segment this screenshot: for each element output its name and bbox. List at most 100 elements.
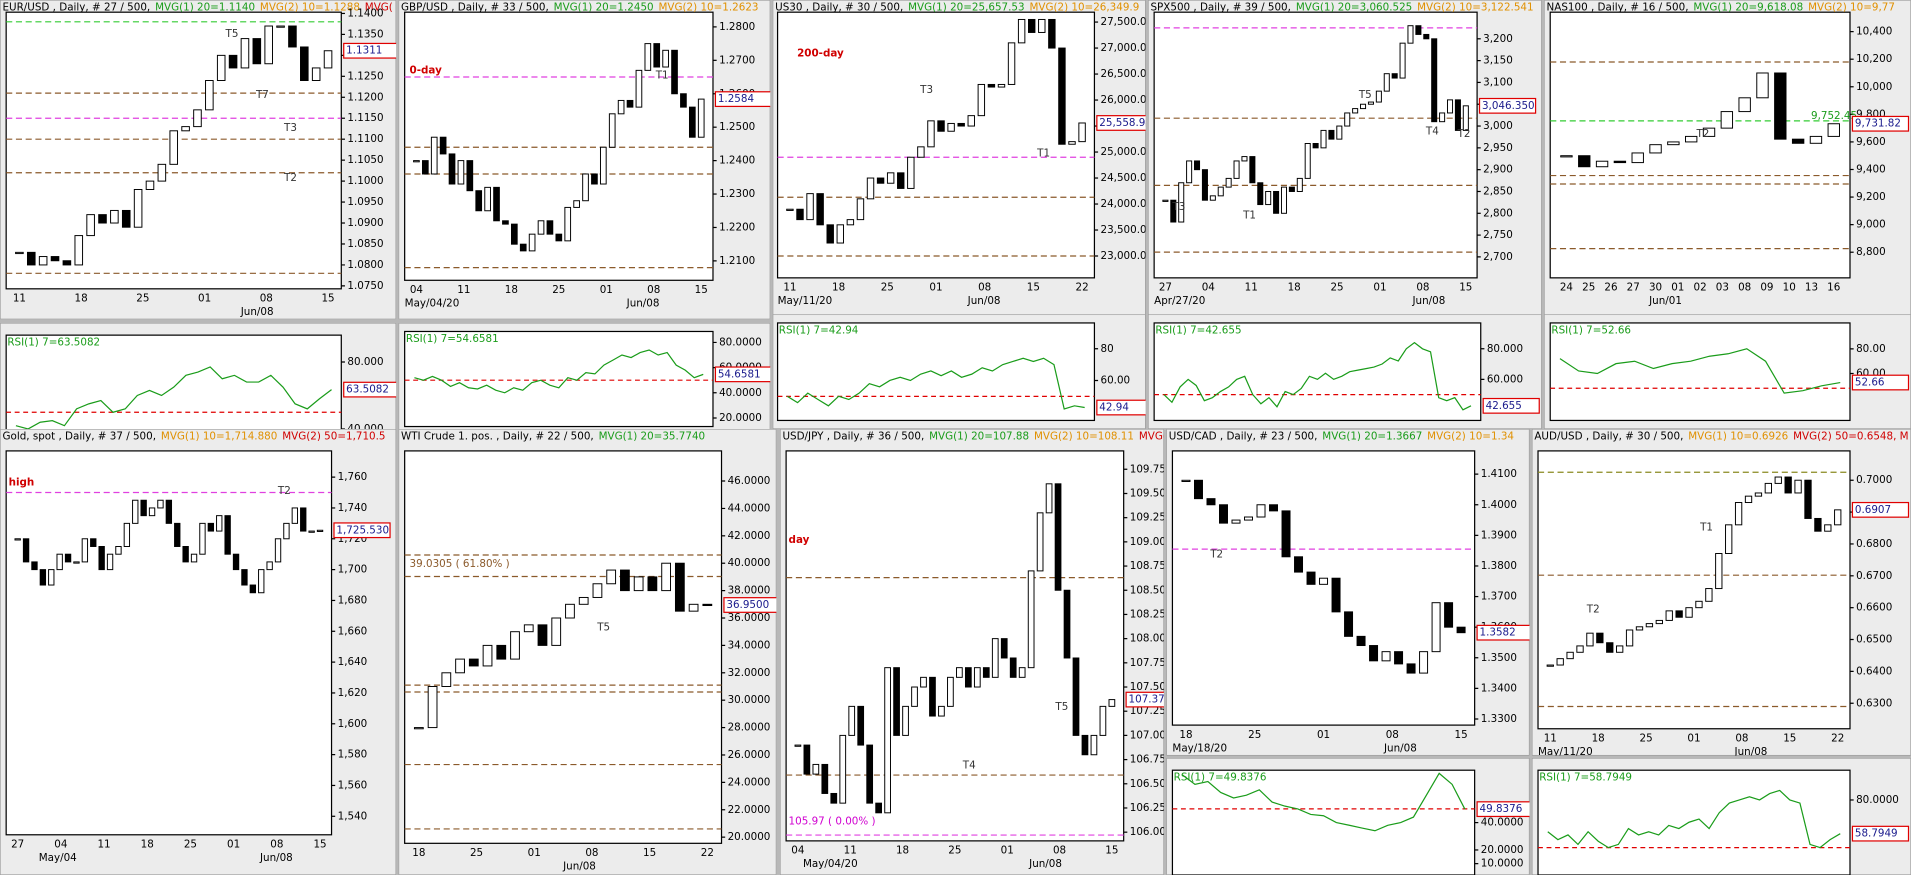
- candle: [1225, 177, 1232, 188]
- y-tick-label: 22.0000: [728, 804, 771, 816]
- candle: [216, 54, 226, 81]
- candle: [937, 120, 945, 132]
- y-tick-label: 1,580: [338, 749, 368, 761]
- y-tick-label: 24,500.00: [1101, 172, 1154, 184]
- price-box: [714, 91, 771, 108]
- annotation: T2: [283, 172, 297, 184]
- annotation: day: [789, 534, 810, 546]
- candle: [1764, 482, 1773, 494]
- candle: [1063, 589, 1071, 659]
- candle: [249, 584, 257, 594]
- candle: [110, 209, 119, 224]
- price-label: 49.8376: [1480, 803, 1523, 815]
- candle: [252, 38, 262, 65]
- candle: [599, 146, 607, 185]
- x-tick-label: 11: [1245, 282, 1258, 294]
- plot-area: [404, 330, 714, 428]
- y-tick-label: 0.6500: [1856, 634, 1892, 646]
- plot-area: [1171, 769, 1476, 875]
- y-tick-label: 1,760: [338, 471, 368, 483]
- rsi-line: [1163, 341, 1472, 411]
- candle: [22, 538, 30, 563]
- date-caption: Jun/08: [1411, 295, 1445, 307]
- candle: [1827, 123, 1840, 137]
- candle: [1306, 571, 1316, 585]
- rsi-header: RSI(1) 7=52.66: [1551, 324, 1631, 336]
- candle: [702, 603, 713, 607]
- annotation: T2: [1457, 128, 1471, 140]
- x-tick-label: 15: [313, 839, 326, 851]
- candle: [1399, 42, 1406, 79]
- candle: [1336, 125, 1343, 140]
- chart-header: MVG(1) 20=107.88: [929, 430, 1029, 442]
- candle: [510, 631, 520, 660]
- price-box: [1125, 691, 1164, 708]
- x-tick-label: 03: [1716, 282, 1729, 294]
- x-tick-label: 11: [97, 839, 110, 851]
- candle: [1596, 632, 1604, 644]
- candle: [1406, 663, 1416, 674]
- candle: [1576, 645, 1584, 653]
- candle: [1038, 18, 1046, 33]
- x-tick-label: 15: [1455, 729, 1468, 741]
- y-tick-label: 1.1200: [347, 91, 383, 103]
- x-tick-label: 25: [1640, 733, 1653, 745]
- y-tick-label: 1.2800: [719, 21, 755, 33]
- x-tick-label: 22: [701, 847, 714, 859]
- x-tick-label: 04: [54, 839, 67, 851]
- y-tick-label: 107.00: [1130, 729, 1166, 741]
- candle: [1695, 600, 1703, 609]
- chart-header: MVG(2) 10=9,77: [1808, 1, 1895, 13]
- candle: [1206, 498, 1216, 506]
- price-label: 42.94: [1099, 402, 1129, 414]
- chart-header: MVG(2) 10=3,122.541: [1417, 1, 1533, 13]
- candle: [1431, 602, 1441, 653]
- candle: [555, 233, 563, 242]
- candle: [956, 667, 963, 678]
- x-tick-label: 08: [978, 282, 991, 294]
- x-tick-label: 02: [1694, 282, 1707, 294]
- candle: [1625, 629, 1634, 647]
- candle: [902, 705, 909, 736]
- candle: [839, 734, 847, 804]
- candle: [1613, 160, 1627, 164]
- candle: [1734, 502, 1743, 526]
- price-box: [1851, 825, 1910, 842]
- rsi-line: [15, 366, 332, 430]
- candle: [1645, 623, 1654, 628]
- candle: [1394, 651, 1404, 665]
- date-caption: Jun/08: [1383, 742, 1417, 754]
- candle: [439, 136, 447, 155]
- candle: [1344, 112, 1351, 127]
- candle: [519, 243, 527, 252]
- chart-header: MVG(2) 10=1.34: [1427, 430, 1514, 442]
- candle: [1108, 699, 1116, 707]
- plot-area: [1549, 11, 1851, 279]
- candle: [1294, 556, 1304, 573]
- plot-area: [1537, 450, 1851, 730]
- y-tick-label: 109.25: [1130, 512, 1166, 524]
- candle: [1265, 190, 1272, 206]
- price-label: 25,558.94: [1099, 117, 1152, 129]
- x-tick-label: 25: [136, 293, 149, 305]
- x-tick-label: 01: [1687, 733, 1700, 745]
- x-tick-label: 15: [1459, 282, 1472, 294]
- price-label: 54.6581: [718, 368, 761, 380]
- y-tick-label: 2,850: [1483, 185, 1513, 197]
- candle: [148, 507, 156, 517]
- price-box: [343, 381, 397, 398]
- candle: [457, 160, 465, 185]
- price-label: 52.66: [1855, 377, 1885, 389]
- candle: [1009, 657, 1017, 678]
- x-tick-label: 08: [585, 847, 598, 859]
- x-tick-label: 13: [1805, 282, 1818, 294]
- candle: [688, 106, 696, 138]
- price-box: [1096, 399, 1146, 416]
- candle: [1201, 169, 1208, 201]
- plot-area: [5, 334, 342, 436]
- date-caption: May/04: [39, 852, 77, 864]
- y-tick-label: 80.000: [347, 356, 383, 368]
- candle: [466, 160, 474, 192]
- y-tick-label: 0.6300: [1856, 697, 1892, 709]
- price-label: 63.5082: [346, 384, 389, 396]
